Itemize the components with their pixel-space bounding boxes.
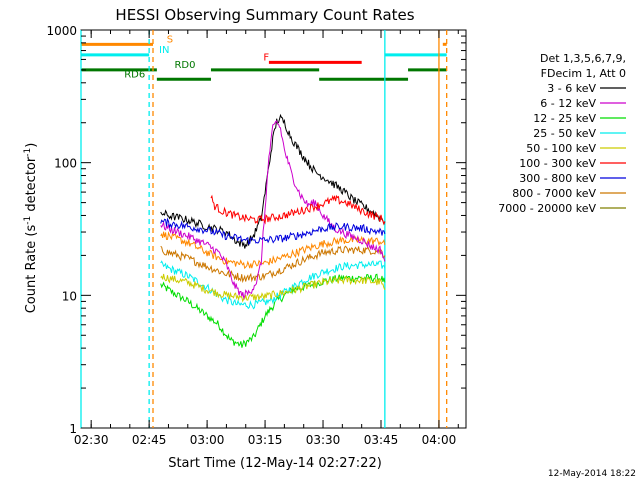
legend-entry: 7000 - 20000 keV	[498, 202, 626, 215]
series-line	[160, 217, 386, 245]
series-line	[160, 273, 386, 303]
y-tick-0: 1	[69, 422, 466, 436]
x-tick-0: 02:30	[74, 30, 109, 447]
legend-label: 7000 - 20000 keV	[498, 202, 596, 215]
state-bar-label: F	[263, 52, 269, 63]
plot-area	[80, 29, 467, 429]
legend-entry: 800 - 7000 keV	[512, 187, 626, 200]
y-tick-2: 100	[54, 157, 466, 171]
series-line	[160, 260, 386, 310]
legend: Det 1,3,5,6,7,9, FDecim 1, Att 0 3 - 6 k…	[498, 52, 626, 215]
y-tick-label: 1	[69, 422, 77, 436]
legend-label: 6 - 12 keV	[540, 97, 596, 110]
state-bar-label: RD6	[124, 69, 145, 80]
legend-entry: 25 - 50 keV	[533, 127, 626, 140]
y-tick-label: 10	[62, 289, 77, 303]
x-tick-label: 03:00	[190, 433, 225, 447]
y-tick-1: 10	[62, 289, 466, 303]
legend-entry: 12 - 25 keV	[533, 112, 626, 125]
state-bars: SIN F RD0 RD6	[81, 34, 447, 81]
attenuator-lines	[80, 30, 448, 428]
legend-entry: 100 - 300 keV	[519, 157, 626, 170]
y-axis-label: Count Rate (s-1 detector-1)	[23, 143, 39, 314]
legend-entry: 6 - 12 keV	[540, 97, 626, 110]
legend-label: 3 - 6 keV	[547, 82, 596, 95]
legend-label: 12 - 25 keV	[533, 112, 596, 125]
x-tick-4: 03:30	[306, 30, 341, 447]
series-line	[160, 231, 386, 270]
x-tick-3: 03:15	[248, 30, 283, 447]
legend-header-1: Det 1,3,5,6,7,9,	[540, 52, 626, 65]
legend-label: 300 - 800 keV	[519, 172, 596, 185]
x-tick-2: 03:00	[190, 30, 225, 447]
x-tick-label: 02:45	[132, 433, 167, 447]
series-line	[160, 245, 386, 284]
legend-entry: 300 - 800 keV	[519, 172, 626, 185]
state-bar-label: RD0	[174, 60, 195, 71]
chart-title: HESSI Observing Summary Count Rates	[115, 6, 414, 24]
series-line	[160, 273, 386, 348]
series-line	[160, 113, 386, 249]
legend-entry: 50 - 100 keV	[526, 142, 626, 155]
y-tick-label: 1000	[46, 24, 77, 38]
series-layer	[160, 113, 386, 348]
x-tick-label: 03:30	[306, 433, 341, 447]
x-tick-label: 03:15	[248, 433, 283, 447]
plot-frame	[80, 29, 467, 429]
legend-header-2: FDecim 1, Att 0	[541, 67, 626, 80]
y-tick-label: 100	[54, 157, 77, 171]
state-bar-label: IN	[159, 45, 169, 56]
x-axis-label: Start Time (12-May-14 02:27:22)	[168, 456, 382, 471]
x-tick-label: 04:00	[422, 433, 457, 447]
timestamp: 12-May-2014 18:22	[548, 469, 636, 479]
axes: 02:30 02:45 03:00 03:15 03:30 03:45 04:00 1 10 10…	[46, 24, 466, 447]
series-line	[210, 194, 386, 226]
x-tick-label: 03:45	[364, 433, 399, 447]
y-tick-3: 1000	[46, 24, 466, 38]
legend-label: 50 - 100 keV	[526, 142, 596, 155]
legend-entry: 3 - 6 keV	[547, 82, 626, 95]
legend-label: 800 - 7000 keV	[512, 187, 596, 200]
x-tick-label: 02:30	[74, 433, 109, 447]
legend-label: 100 - 300 keV	[519, 157, 596, 170]
legend-label: 25 - 50 keV	[533, 127, 596, 140]
state-bar-label: S	[167, 34, 173, 45]
series-line	[160, 120, 386, 300]
